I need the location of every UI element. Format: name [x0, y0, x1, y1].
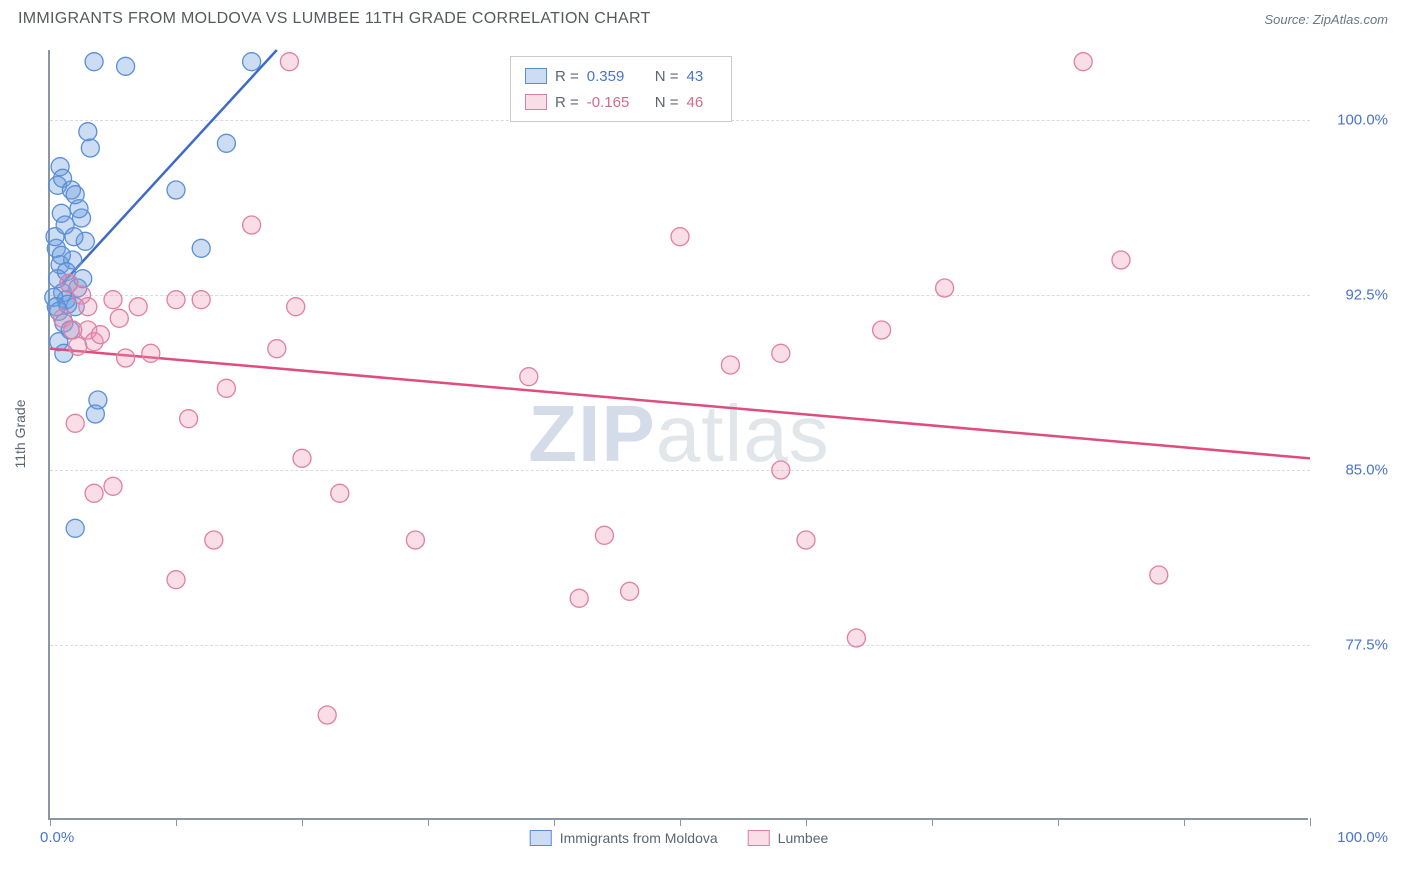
x-axis-max-label: 100.0%: [1337, 829, 1388, 846]
data-point: [65, 228, 83, 246]
data-point: [64, 321, 82, 339]
chart-header: IMMIGRANTS FROM MOLDOVA VS LUMBEE 11TH G…: [0, 0, 1406, 34]
data-point: [1074, 53, 1092, 71]
y-tick-label: 77.5%: [1318, 637, 1388, 654]
legend-item: Lumbee: [748, 830, 829, 846]
data-point: [117, 349, 135, 367]
data-point: [110, 309, 128, 327]
r-label: R =: [555, 68, 579, 85]
data-point: [142, 344, 160, 362]
data-point: [192, 291, 210, 309]
data-point: [66, 414, 84, 432]
data-point: [104, 477, 122, 495]
data-point: [66, 186, 84, 204]
data-point: [243, 216, 261, 234]
data-point: [85, 53, 103, 71]
n-value: 46: [687, 94, 717, 111]
data-point: [167, 571, 185, 589]
data-point: [86, 405, 104, 423]
scatter-plot-svg: [50, 50, 1310, 820]
data-point: [406, 531, 424, 549]
r-label: R =: [555, 94, 579, 111]
data-point: [79, 298, 97, 316]
data-point: [52, 246, 70, 264]
y-tick-label: 100.0%: [1318, 112, 1388, 129]
data-point: [797, 531, 815, 549]
data-point: [873, 321, 891, 339]
data-point: [671, 228, 689, 246]
data-point: [721, 356, 739, 374]
x-axis-min-label: 0.0%: [40, 829, 74, 846]
data-point: [217, 134, 235, 152]
chart-source: Source: ZipAtlas.com: [1264, 12, 1388, 27]
data-point: [520, 368, 538, 386]
series-legend: Immigrants from Moldova Lumbee: [530, 830, 829, 846]
chart-container: 11th Grade ZIPatlas R =0.359N =43R =-0.1…: [48, 50, 1388, 820]
x-tick: [1310, 818, 1311, 826]
data-point: [192, 239, 210, 257]
r-value: -0.165: [587, 94, 647, 111]
legend-row: R = -0.165 N = 46: [525, 89, 717, 115]
data-point: [167, 181, 185, 199]
data-point: [570, 589, 588, 607]
y-tick-label: 85.0%: [1318, 462, 1388, 479]
data-point: [117, 57, 135, 75]
legend-item: Immigrants from Moldova: [530, 830, 718, 846]
legend-swatch: [530, 830, 552, 846]
data-point: [287, 298, 305, 316]
data-point: [293, 449, 311, 467]
legend-swatch: [748, 830, 770, 846]
y-tick-label: 92.5%: [1318, 287, 1388, 304]
plot-area: 11th Grade ZIPatlas R =0.359N =43R =-0.1…: [48, 50, 1308, 820]
data-point: [180, 410, 198, 428]
data-point: [772, 461, 790, 479]
legend-swatch: [525, 94, 547, 110]
data-point: [772, 344, 790, 362]
n-label: N =: [655, 94, 679, 111]
data-point: [91, 326, 109, 344]
data-point: [847, 629, 865, 647]
legend-row: R = 0.359 N = 43: [525, 63, 717, 89]
data-point: [243, 53, 261, 71]
data-point: [129, 298, 147, 316]
data-point: [1112, 251, 1130, 269]
data-point: [936, 279, 954, 297]
legend-label: Lumbee: [778, 830, 829, 846]
data-point: [69, 337, 87, 355]
data-point: [104, 291, 122, 309]
data-point: [268, 340, 286, 358]
legend-swatch: [525, 68, 547, 84]
n-value: 43: [687, 68, 717, 85]
trend-line: [50, 349, 1310, 459]
r-value: 0.359: [587, 68, 647, 85]
trend-line: [63, 50, 277, 283]
data-point: [81, 139, 99, 157]
data-point: [79, 123, 97, 141]
correlation-legend: R = 0.359 N = 43 R = -0.165 N = 46: [510, 56, 732, 122]
n-label: N =: [655, 68, 679, 85]
data-point: [205, 531, 223, 549]
data-point: [331, 484, 349, 502]
data-point: [85, 484, 103, 502]
data-point: [318, 706, 336, 724]
data-point: [595, 526, 613, 544]
chart-title: IMMIGRANTS FROM MOLDOVA VS LUMBEE 11TH G…: [18, 10, 651, 28]
data-point: [217, 379, 235, 397]
data-point: [167, 291, 185, 309]
legend-label: Immigrants from Moldova: [560, 830, 718, 846]
data-point: [280, 53, 298, 71]
data-point: [1150, 566, 1168, 584]
data-point: [66, 519, 84, 537]
y-axis-label: 11th Grade: [12, 399, 28, 468]
data-point: [621, 582, 639, 600]
